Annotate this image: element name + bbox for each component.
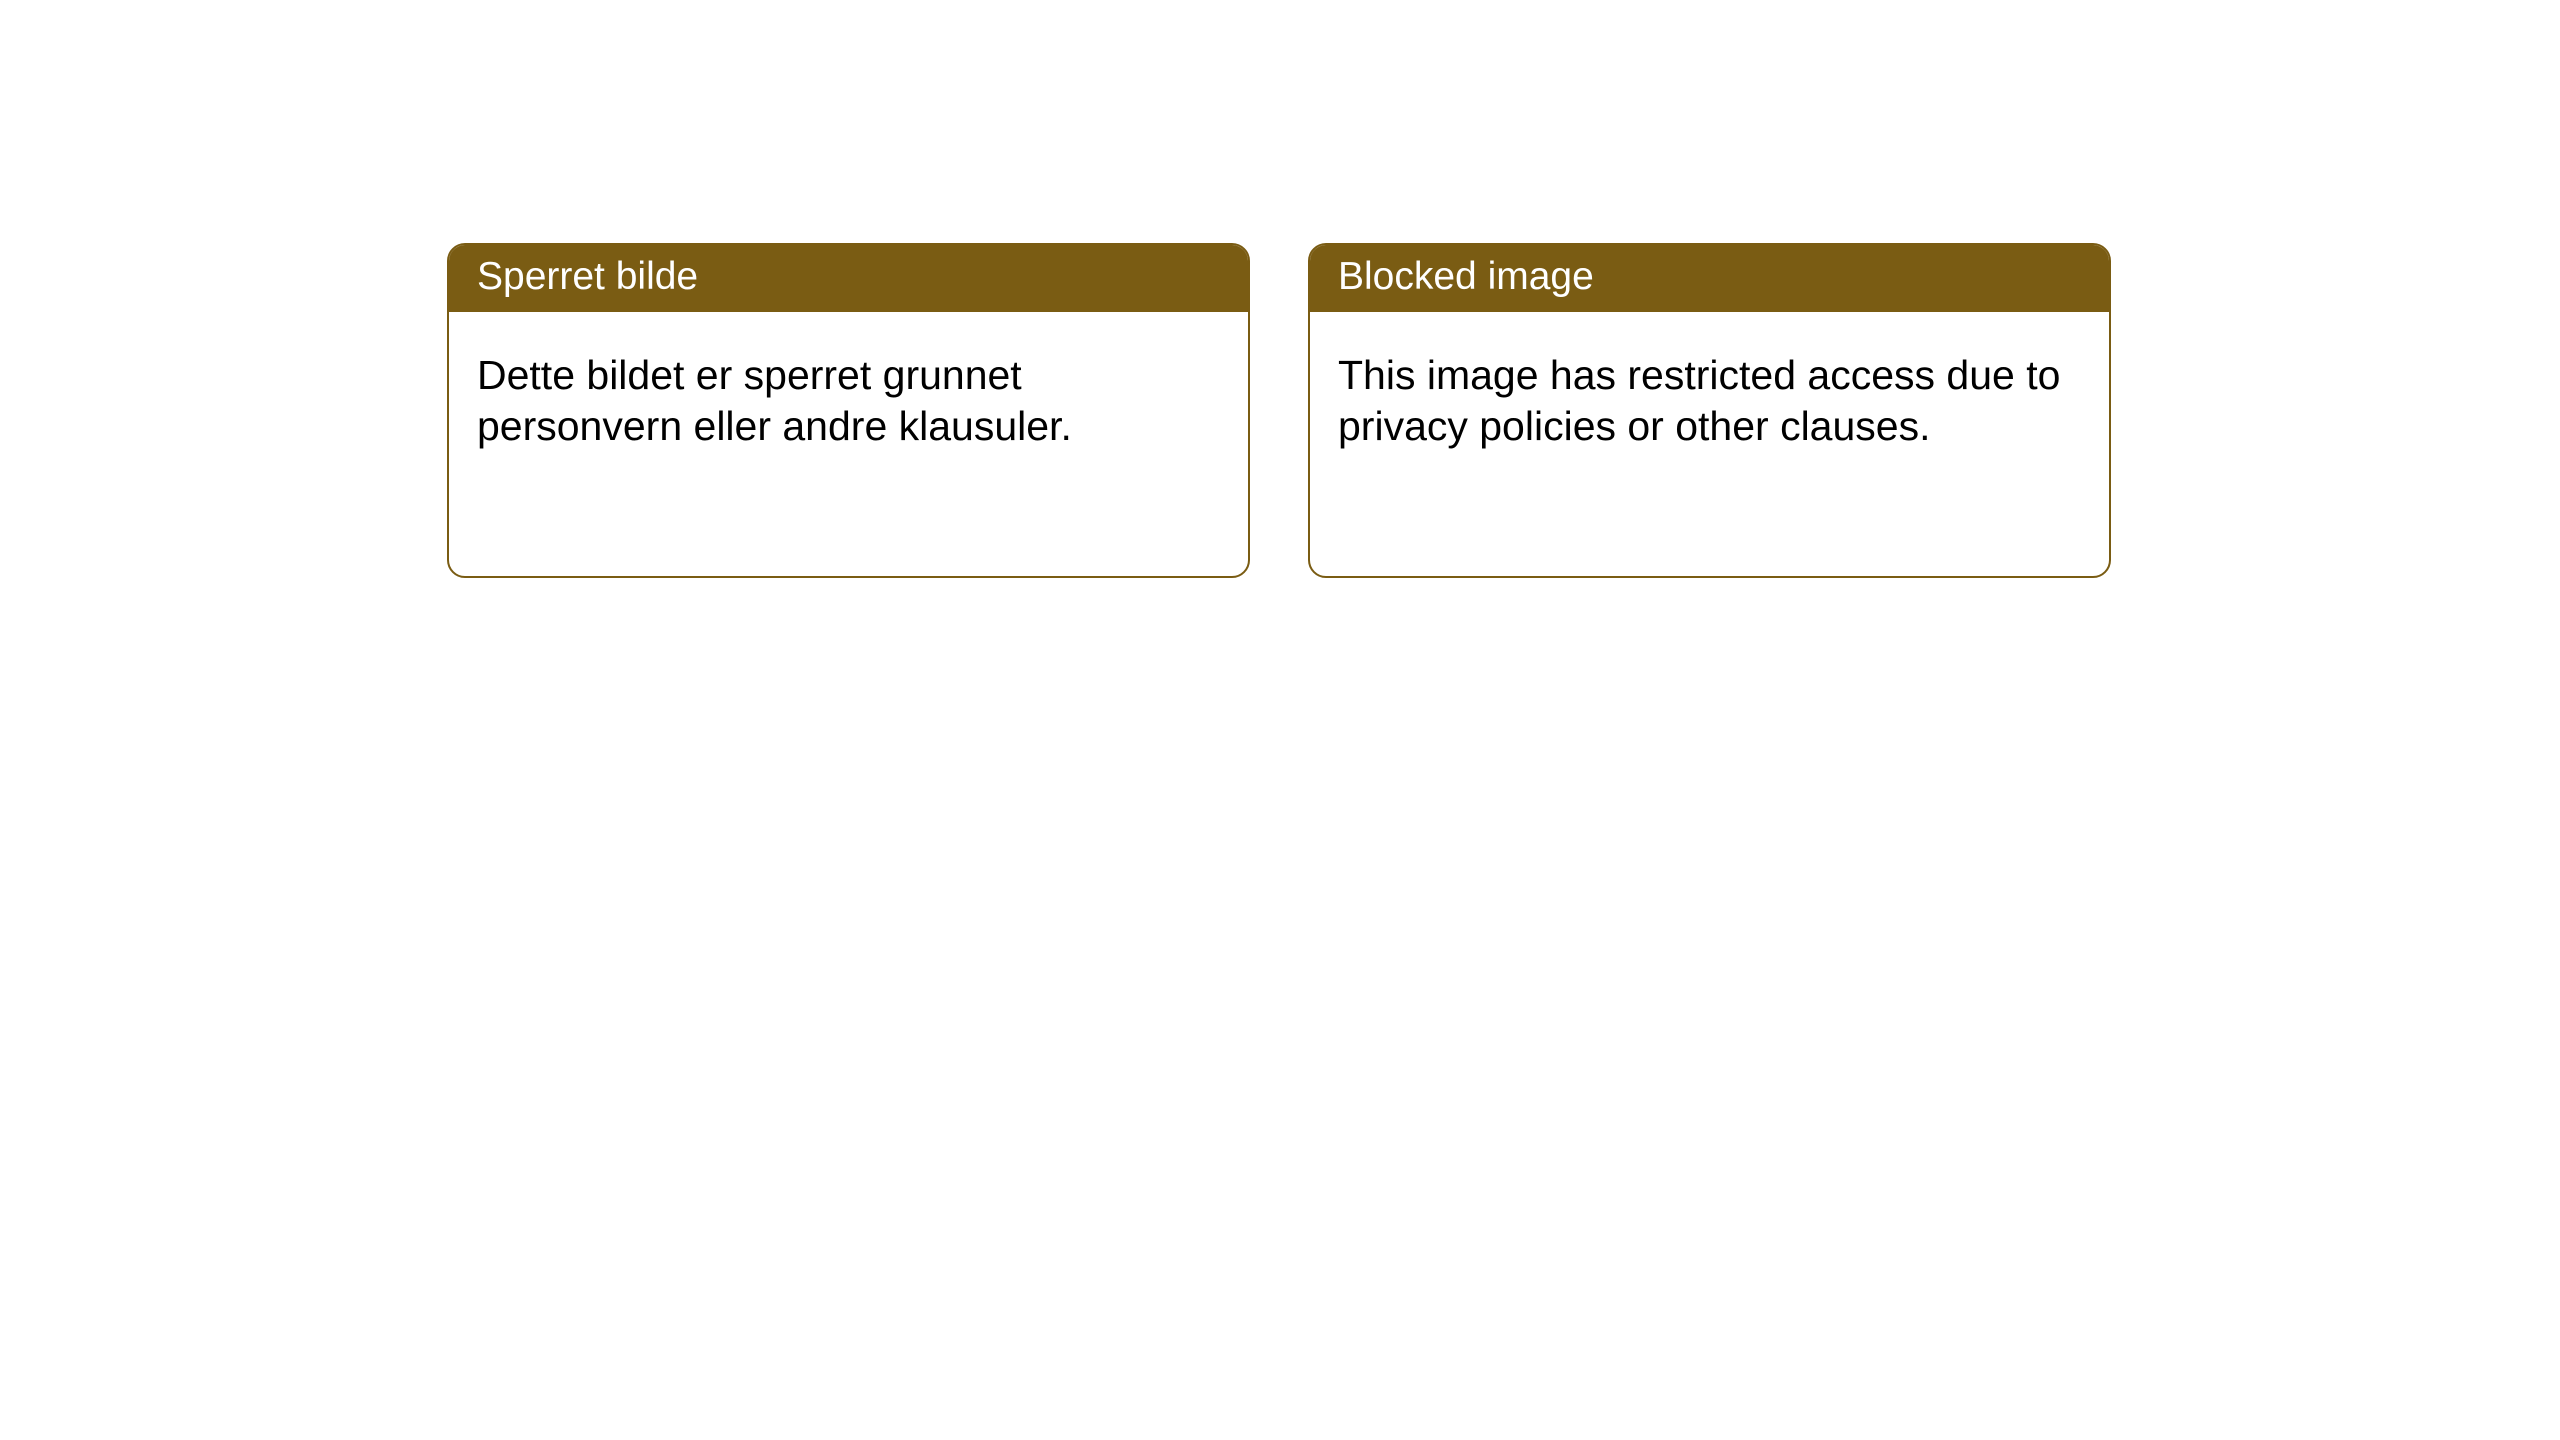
notice-title: Sperret bilde bbox=[449, 245, 1248, 312]
notice-body: Dette bildet er sperret grunnet personve… bbox=[449, 312, 1248, 481]
notice-title: Blocked image bbox=[1310, 245, 2109, 312]
notice-container: Sperret bilde Dette bildet er sperret gr… bbox=[0, 0, 2560, 578]
notice-body: This image has restricted access due to … bbox=[1310, 312, 2109, 481]
notice-card-english: Blocked image This image has restricted … bbox=[1308, 243, 2111, 578]
notice-card-norwegian: Sperret bilde Dette bildet er sperret gr… bbox=[447, 243, 1250, 578]
